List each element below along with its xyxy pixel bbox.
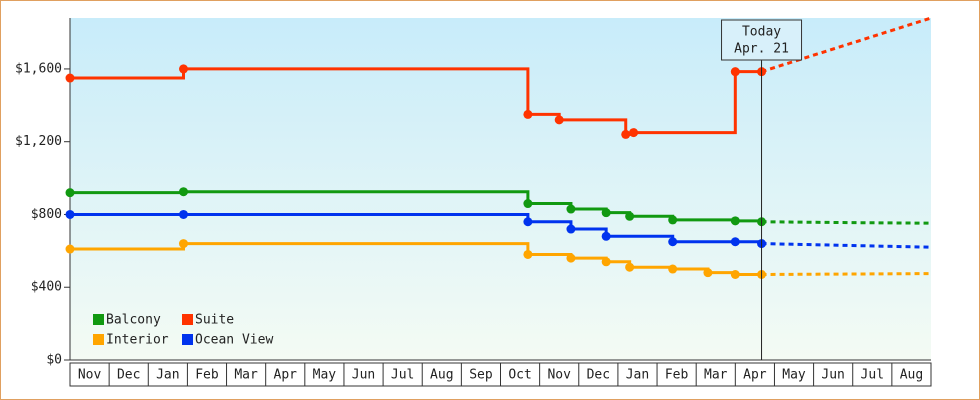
price-point <box>730 216 740 226</box>
price-point <box>629 128 639 138</box>
price-point <box>523 249 533 259</box>
forecast-line <box>761 242 932 249</box>
x-tick-label: Nov <box>547 368 571 383</box>
forecast-line <box>761 16 932 74</box>
price-point <box>178 209 188 219</box>
x-tick-label: May <box>782 368 806 383</box>
forecast-line <box>761 220 932 225</box>
price-point <box>65 188 75 198</box>
price-point <box>730 237 740 247</box>
price-line <box>70 67 762 136</box>
price-point <box>554 115 564 125</box>
legend-swatch <box>182 314 193 325</box>
today-label: Today <box>742 25 781 40</box>
x-tick-label: Mar <box>234 368 258 383</box>
price-point <box>601 208 611 218</box>
price-point <box>65 73 75 83</box>
x-tick-label: Oct <box>508 368 531 383</box>
x-tick-label: Dec <box>587 368 610 383</box>
legend-swatch <box>93 314 104 325</box>
forecast-line <box>761 272 932 276</box>
price-point <box>730 67 740 77</box>
price-point <box>601 257 611 267</box>
price-point <box>625 211 635 221</box>
x-tick-label: Nov <box>78 368 102 383</box>
y-tick-label: $0 <box>46 353 62 368</box>
price-point <box>668 215 678 225</box>
x-tick-label: Apr <box>743 368 767 383</box>
legend-label: Interior <box>106 333 169 348</box>
price-point <box>566 253 576 263</box>
price-point <box>703 268 713 278</box>
price-point <box>523 217 533 227</box>
x-tick-label: Jan <box>156 368 179 383</box>
legend-label: Ocean View <box>195 333 273 348</box>
x-tick-label: Dec <box>117 368 140 383</box>
price-point <box>178 187 188 197</box>
x-tick-label: Jul <box>861 368 884 383</box>
legend-swatch <box>93 334 104 345</box>
x-tick-label: Aug <box>430 368 453 383</box>
price-point <box>523 109 533 119</box>
price-line <box>70 242 762 276</box>
price-point <box>65 209 75 219</box>
x-tick-label: Jun <box>352 368 375 383</box>
x-tick-label: Jun <box>821 368 844 383</box>
y-tick-label: $800 <box>31 207 62 222</box>
price-point <box>523 199 533 209</box>
legend-label: Balcony <box>106 313 161 328</box>
y-tick-label: $1,600 <box>15 61 62 76</box>
y-tick-label: $400 <box>31 280 62 295</box>
price-point <box>668 264 678 274</box>
today-label: Apr. 21 <box>734 42 789 57</box>
x-tick-label: Sep <box>469 368 493 383</box>
x-tick-label: Feb <box>665 368 689 383</box>
today-box <box>721 19 803 61</box>
legend-swatch <box>182 334 193 345</box>
price-point <box>65 244 75 254</box>
price-point <box>566 224 576 234</box>
x-tick-label: Jul <box>391 368 414 383</box>
x-tick-label: May <box>313 368 337 383</box>
legend-label: Suite <box>195 313 234 328</box>
x-tick-label: Apr <box>274 368 298 383</box>
x-tick-label: Feb <box>195 368 219 383</box>
price-point <box>566 204 576 214</box>
x-tick-label: Aug <box>900 368 923 383</box>
plot-area <box>70 18 931 360</box>
y-tick-label: $1,200 <box>15 134 62 149</box>
price-point <box>178 239 188 249</box>
price-point <box>178 64 188 74</box>
price-point <box>621 129 631 139</box>
price-point <box>601 231 611 241</box>
price-point <box>730 270 740 279</box>
price-point <box>625 262 635 272</box>
price-point <box>668 237 678 247</box>
x-tick-label: Mar <box>704 368 728 383</box>
x-tick-label: Jan <box>626 368 649 383</box>
